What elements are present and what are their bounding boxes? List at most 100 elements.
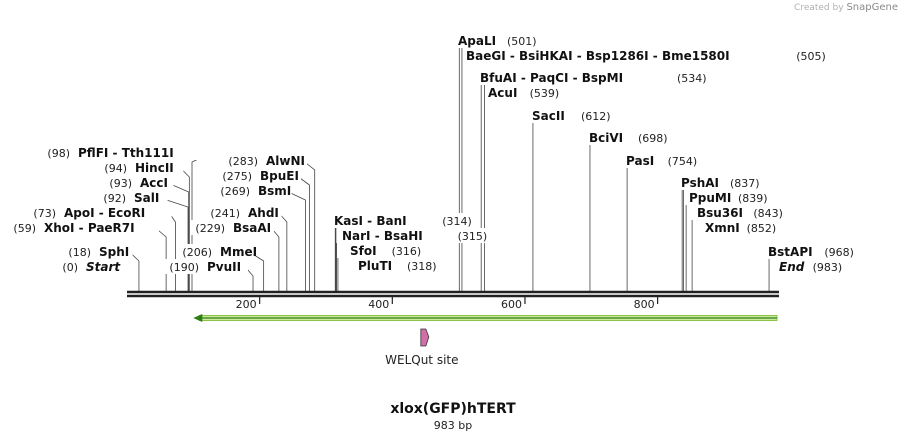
site-label-backdrop: [206, 205, 282, 220]
site-end: End (983): [777, 259, 847, 274]
site-position: (839): [738, 192, 768, 205]
site-hincii: (94) HincII: [99, 160, 184, 175]
site-position: (93): [109, 177, 132, 190]
site-alwni: (283) AlwNI: [224, 153, 307, 168]
site-label-backdrop: [356, 258, 441, 273]
site-position: (983): [813, 261, 843, 274]
site-label-backdrop: [224, 153, 307, 168]
site-name: SphI: [99, 245, 129, 259]
site-connector: [157, 229, 167, 291]
site-label-backdrop: [191, 220, 274, 235]
site-bpuei: (275) BpuEI: [218, 168, 301, 183]
site-name: PflFI - Tth111I: [78, 146, 174, 160]
site-position: (837): [730, 177, 760, 190]
site-baegi: BaeGI - BsiHKAI - Bsp1286I - Bme1580I (50…: [464, 48, 831, 63]
site-connector: [246, 268, 254, 291]
site-label-backdrop: [57, 259, 126, 274]
site-position: (534): [677, 72, 707, 85]
site-label-backdrop: [687, 190, 772, 205]
site-bsu36i: Bsu36I (843): [695, 205, 788, 220]
site-position: (501): [507, 35, 537, 48]
site-pasi: PasI (754): [624, 153, 702, 168]
site-name: HincII: [135, 161, 174, 175]
site-connector: [290, 192, 306, 291]
watermark-prefix: Created by: [794, 3, 844, 13]
site-name: BsmI: [258, 184, 291, 198]
site-label-backdrop: [99, 160, 184, 175]
site-start: (0) Start: [57, 259, 126, 274]
site-position: (94): [104, 162, 127, 175]
site-acui: AcuI (539): [486, 85, 564, 100]
snapgene-watermark: Created by SnapGene: [794, 2, 898, 13]
site-name: XhoI - PaeR7I: [44, 221, 135, 235]
site-apali: ApaLI (501): [456, 33, 541, 48]
site-position: (98): [47, 147, 70, 160]
ruler-tick-label: 800: [634, 298, 655, 311]
site-label-backdrop: [165, 259, 248, 274]
site-position: (73): [33, 207, 56, 220]
site-bstapi: BstAPI (968): [766, 244, 859, 259]
site-name: SfoI: [350, 244, 377, 258]
site-sphi: (18) SphI: [63, 244, 133, 259]
plasmid-length: 983 bp: [433, 419, 473, 432]
site-label-backdrop: [464, 48, 831, 63]
site-name: AhdI: [248, 206, 279, 220]
site-name: BfuAI - PaqCI - BspMI: [480, 71, 623, 85]
site-name: PvuII: [207, 260, 241, 274]
site-label-backdrop: [218, 168, 301, 183]
site-position: (314): [442, 215, 472, 228]
site-connector: [299, 177, 310, 291]
site-sfoi: SfoI (316): [348, 243, 426, 258]
site-sali: (92) SalI: [98, 190, 168, 205]
site-position: (843): [753, 207, 783, 220]
site-name: ApaLI: [458, 34, 496, 48]
site-name: BciVI: [589, 131, 623, 145]
site-label-backdrop: [777, 259, 847, 274]
site-name: Bsu36I: [697, 206, 743, 220]
site-bsmi: (269) BsmI: [216, 183, 292, 198]
snapgene-logo: SnapGene: [846, 2, 898, 13]
feature-arrow-head: [193, 314, 203, 322]
site-name: PpuMI: [689, 191, 731, 205]
site-ppumi: PpuMI (839): [687, 190, 772, 205]
site-name: XmnI: [705, 221, 740, 235]
site-name: AcuI: [488, 86, 517, 100]
site-mmei: (206) MmeI: [178, 244, 257, 259]
site-label-backdrop: [456, 33, 541, 48]
site-kasi: KasI - BanI (314): [332, 213, 477, 228]
site-connector: [272, 229, 280, 291]
site-label-backdrop: [766, 244, 859, 259]
site-label-backdrop: [8, 220, 159, 235]
site-label-backdrop: [340, 228, 492, 243]
site-label-backdrop: [332, 213, 477, 228]
site-label-backdrop: [703, 220, 781, 235]
site-position: (241): [210, 207, 240, 220]
site-label-backdrop: [28, 205, 172, 220]
site-label-backdrop: [587, 130, 672, 145]
site-name: BstAPI: [768, 245, 813, 259]
site-connector: [172, 184, 190, 291]
site-label-backdrop: [679, 175, 764, 190]
site-position: (0): [62, 261, 78, 274]
ruler-tick-label: 400: [368, 298, 389, 311]
site-position: (318): [407, 260, 437, 273]
site-label-backdrop: [348, 243, 426, 258]
site-position: (92): [103, 192, 126, 205]
site-name: ApoI - EcoRI: [64, 206, 145, 220]
site-pluti: PluTI (318): [356, 258, 441, 273]
site-label-backdrop: [486, 85, 564, 100]
site-position: (612): [581, 110, 611, 123]
site-position: (315): [458, 230, 488, 243]
site-position: (968): [824, 246, 854, 259]
site-name: SacII: [532, 109, 565, 123]
site-position: (229): [195, 222, 225, 235]
site-xhoi: (59) XhoI - PaeR7I: [8, 220, 159, 235]
site-label-backdrop: [478, 70, 711, 85]
site-name: Start: [86, 260, 121, 274]
site-connector: [131, 253, 140, 291]
site-position: (59): [13, 222, 36, 235]
site-position: (206): [182, 246, 212, 259]
site-label-backdrop: [42, 145, 208, 160]
site-connector: [305, 162, 316, 291]
